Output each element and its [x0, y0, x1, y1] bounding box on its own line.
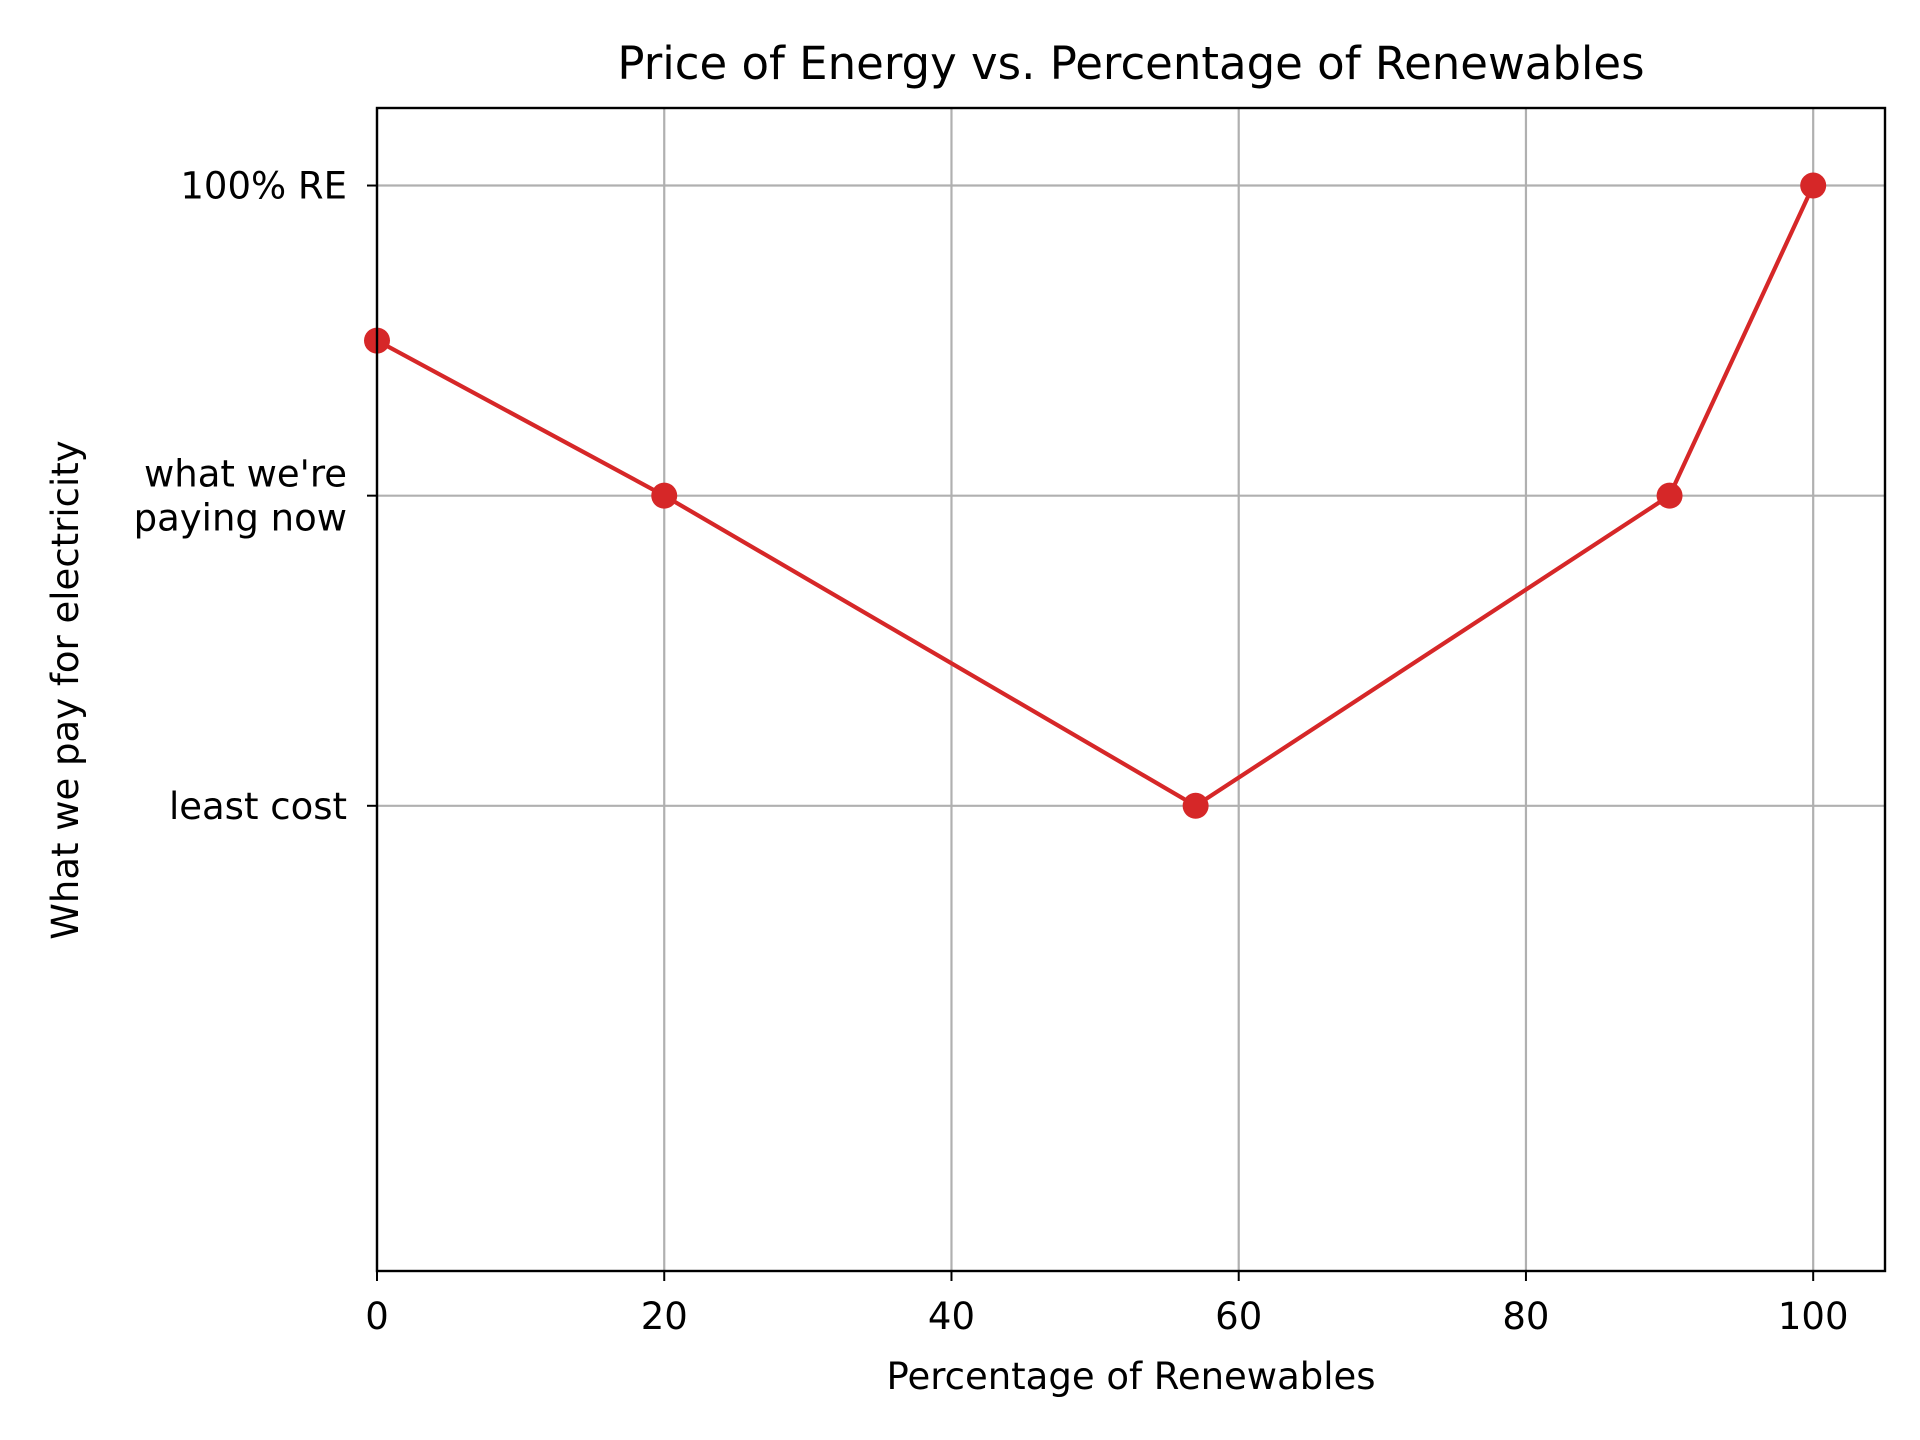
x-axis-ticks: 0 20 40 60 80 100: [365, 1271, 1849, 1338]
chart-title: Price of Energy vs. Percentage of Renewa…: [617, 37, 1644, 90]
y-tick-label: 100% RE: [180, 165, 347, 208]
x-axis-label: Percentage of Renewables: [886, 1355, 1375, 1398]
grid: [375, 108, 1885, 1271]
x-tick-label: 60: [1215, 1295, 1262, 1338]
y-tick-label: least cost: [169, 785, 347, 828]
plot-frame: [375, 106, 1887, 1273]
x-tick-label: 40: [928, 1295, 975, 1338]
x-tick-label: 0: [365, 1295, 389, 1338]
y-tick-label-line: paying now: [134, 497, 347, 540]
y-axis-ticks: least cost what we're paying now 100% RE: [134, 165, 377, 828]
y-tick-label-line: what we're: [144, 453, 347, 496]
y-axis-label: What we pay for electricity: [44, 440, 87, 939]
data-point: [1656, 482, 1683, 509]
x-tick-label: 80: [1502, 1295, 1549, 1338]
y-tick-label-line: least cost: [169, 785, 347, 828]
data-point: [1800, 172, 1827, 199]
y-tick-label: what we're paying now: [134, 453, 347, 540]
data-point: [651, 482, 678, 509]
data-point: [1182, 792, 1209, 819]
x-tick-label: 100: [1778, 1295, 1849, 1338]
x-tick-label: 20: [641, 1295, 688, 1338]
y-tick-label-line: 100% RE: [180, 165, 347, 208]
